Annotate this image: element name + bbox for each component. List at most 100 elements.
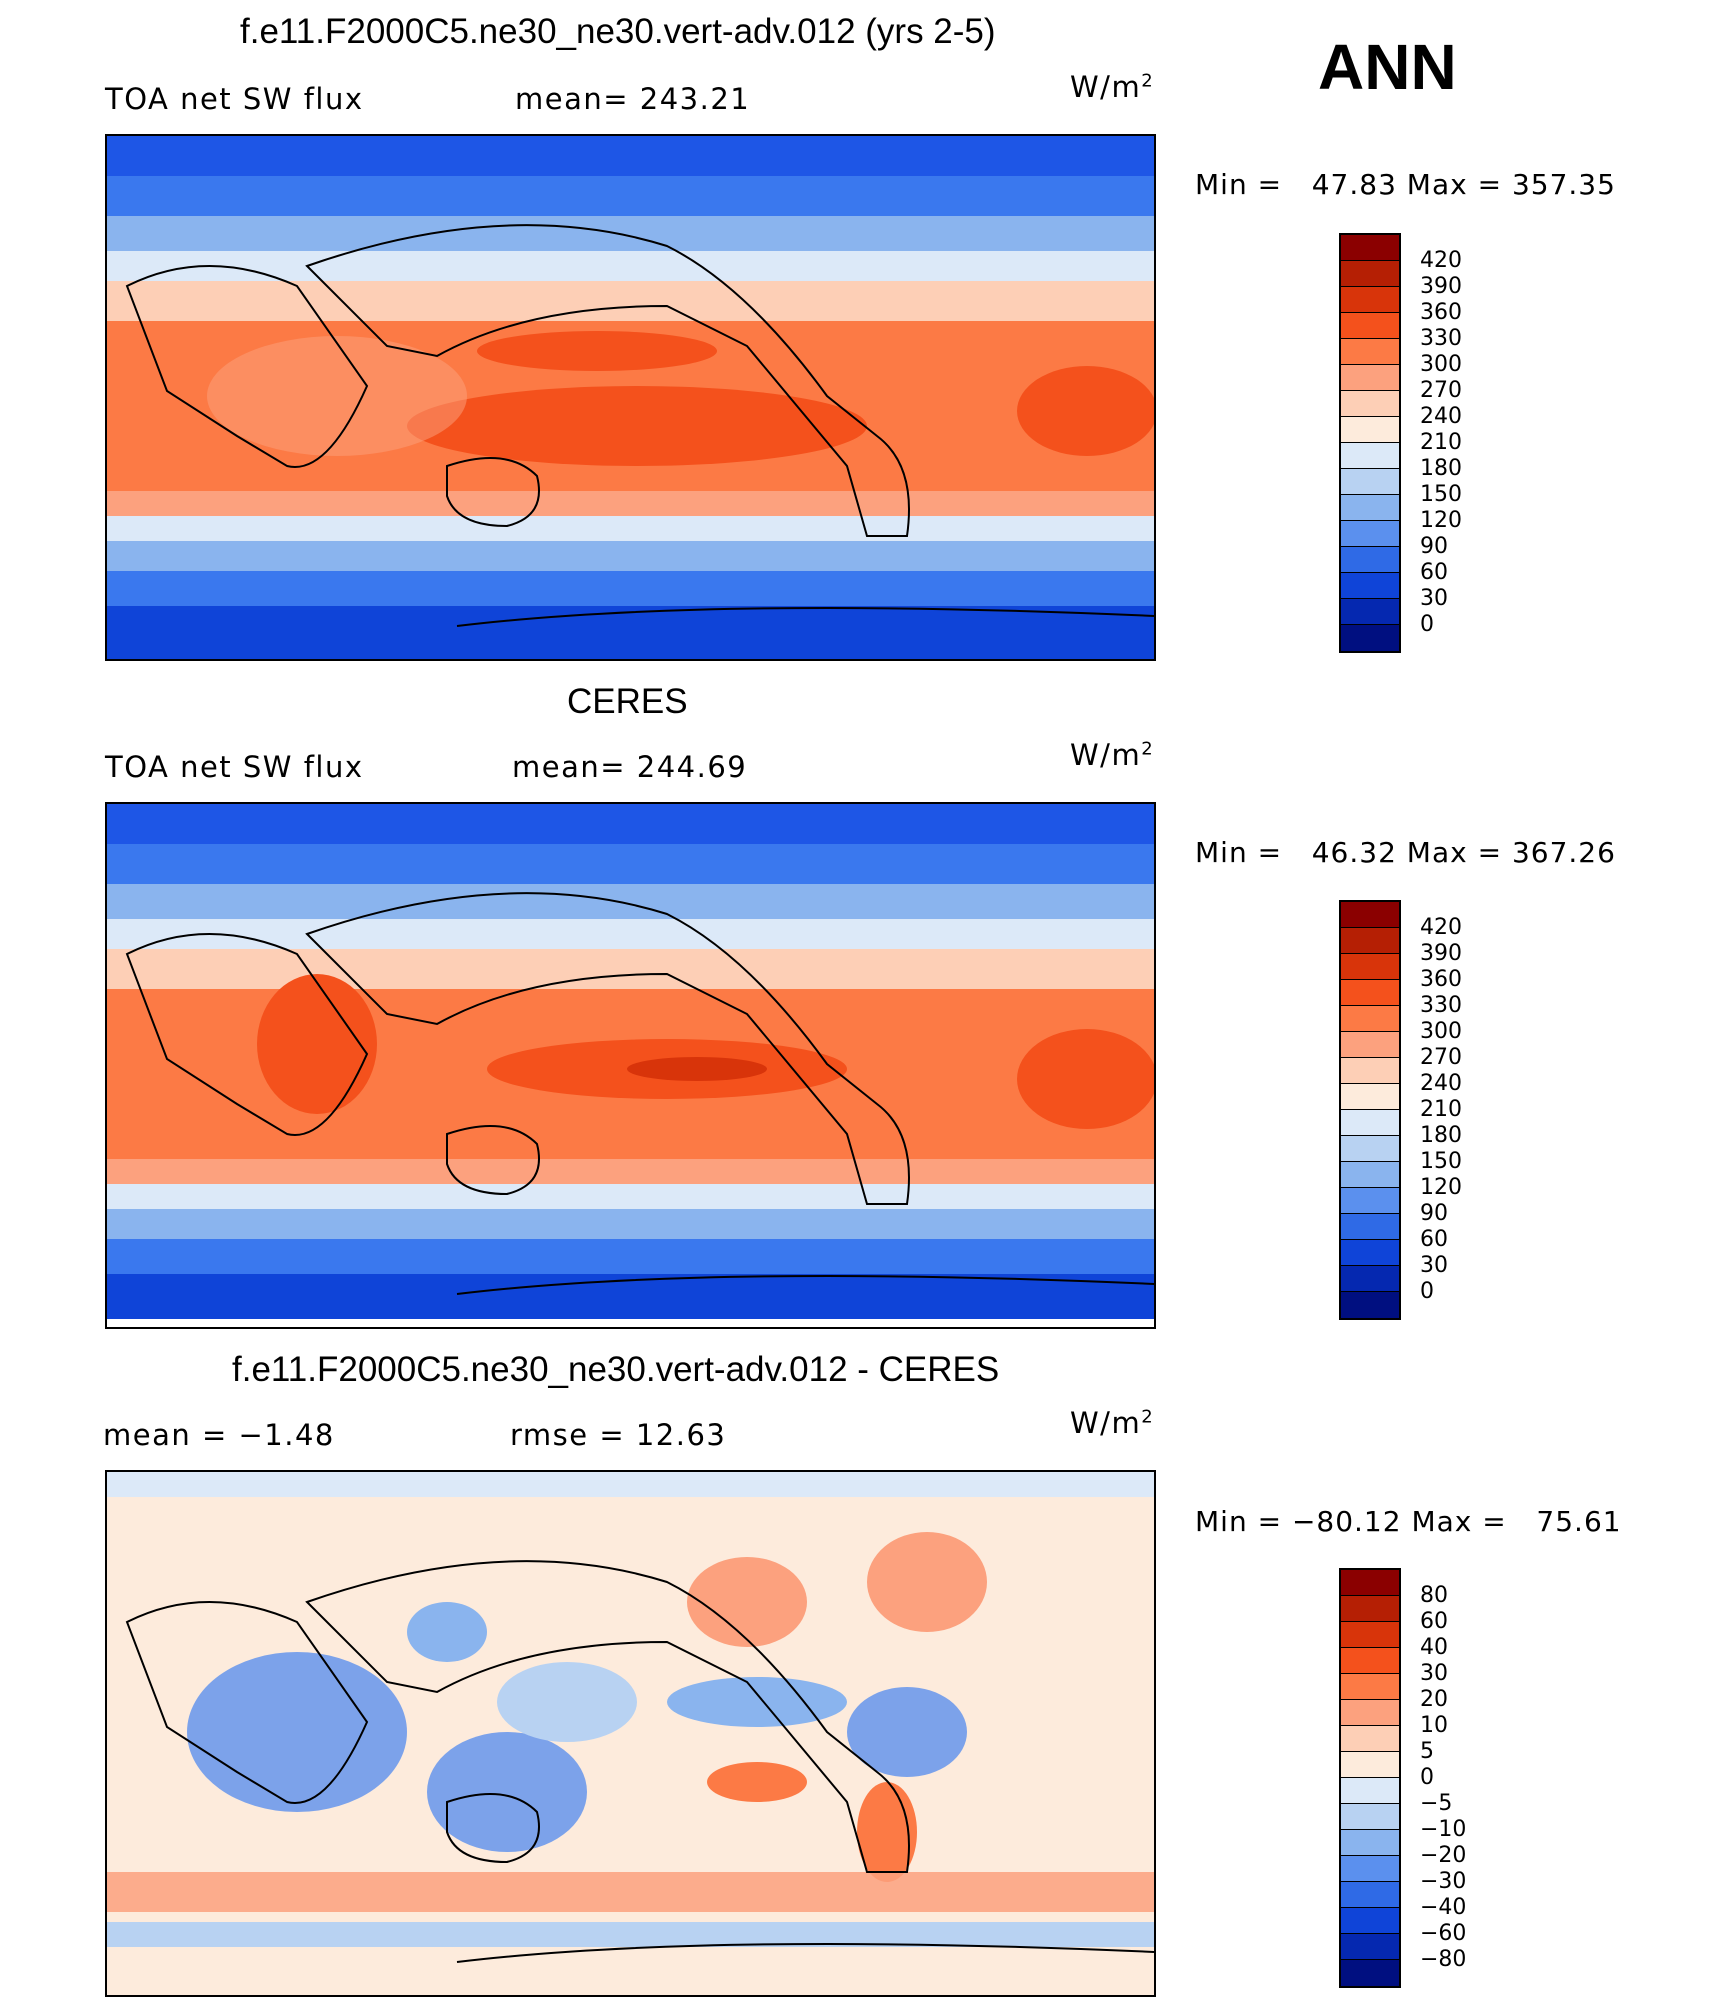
colorbar-swatch bbox=[1341, 443, 1399, 469]
colorbar-label: 60 bbox=[1420, 560, 1448, 585]
colorbar-swatch bbox=[1341, 1856, 1399, 1882]
colorbar-swatch bbox=[1341, 521, 1399, 547]
colorbar-swatch bbox=[1341, 1804, 1399, 1830]
colorbar-swatch bbox=[1341, 1960, 1399, 1986]
colorbar-swatch bbox=[1341, 1214, 1399, 1240]
colorbar-label: 90 bbox=[1420, 534, 1448, 559]
colorbar-swatch bbox=[1341, 980, 1399, 1006]
colorbar-swatch bbox=[1341, 261, 1399, 287]
panel-3-title: f.e11.F2000C5.ne30_ne30.vert-adv.012 - C… bbox=[232, 1350, 1000, 1389]
colorbar-swatch bbox=[1341, 1674, 1399, 1700]
colorbar-label: 210 bbox=[1420, 1097, 1462, 1122]
colorbar-swatch bbox=[1341, 391, 1399, 417]
colorbar-label: 10 bbox=[1420, 1713, 1448, 1738]
colorbar-label: 210 bbox=[1420, 430, 1462, 455]
colorbar-swatch bbox=[1341, 599, 1399, 625]
colorbar-label: −10 bbox=[1420, 1817, 1467, 1842]
colorbar-label: 270 bbox=[1420, 1045, 1462, 1070]
panel-3-colorbar-labels: 80 60 40 30 20 10 5 0 −5 −10 −20 −30 −40… bbox=[1420, 1583, 1466, 1973]
colorbar-swatch bbox=[1341, 1162, 1399, 1188]
panel-2-colorbar-labels: 420 390 360 330 300 270 240 210 180 150 … bbox=[1420, 915, 1462, 1305]
panel-3-colorbar bbox=[1339, 1568, 1401, 1988]
colorbar-label: 360 bbox=[1420, 967, 1462, 992]
colorbar-swatch bbox=[1341, 417, 1399, 443]
colorbar-label: 330 bbox=[1420, 326, 1462, 351]
colorbar-swatch bbox=[1341, 954, 1399, 980]
colorbar-swatch bbox=[1341, 287, 1399, 313]
colorbar-swatch bbox=[1341, 1700, 1399, 1726]
panel-3-units: W/m2 bbox=[1070, 1406, 1155, 1440]
colorbar-swatch bbox=[1341, 573, 1399, 599]
colorbar-label: 60 bbox=[1420, 1609, 1448, 1634]
colorbar-swatch bbox=[1341, 1570, 1399, 1596]
colorbar-swatch bbox=[1341, 235, 1399, 261]
colorbar-label: 0 bbox=[1420, 1765, 1434, 1790]
colorbar-label: −5 bbox=[1420, 1791, 1453, 1816]
colorbar-swatch bbox=[1341, 1882, 1399, 1908]
colorbar-swatch bbox=[1341, 1110, 1399, 1136]
colorbar-swatch bbox=[1341, 1032, 1399, 1058]
panel-3-map bbox=[105, 1470, 1156, 1997]
colorbar-swatch bbox=[1341, 547, 1399, 573]
colorbar-label: 360 bbox=[1420, 300, 1462, 325]
colorbar-label: 120 bbox=[1420, 1175, 1462, 1200]
colorbar-swatch bbox=[1341, 1934, 1399, 1960]
panel-1-left-label: TOA net SW flux bbox=[105, 82, 364, 116]
colorbar-label: 60 bbox=[1420, 1227, 1448, 1252]
colorbar-label: 420 bbox=[1420, 248, 1462, 273]
colorbar-label: 240 bbox=[1420, 404, 1462, 429]
panel-3-center-label: rmse = 12.63 bbox=[510, 1418, 727, 1452]
colorbar-label: −20 bbox=[1420, 1843, 1467, 1868]
colorbar-swatch bbox=[1341, 1136, 1399, 1162]
colorbar-swatch bbox=[1341, 1006, 1399, 1032]
colorbar-swatch bbox=[1341, 469, 1399, 495]
colorbar-swatch bbox=[1341, 1908, 1399, 1934]
colorbar-label: 30 bbox=[1420, 586, 1448, 611]
colorbar-swatch bbox=[1341, 1752, 1399, 1778]
panel-2-center-label: mean= 244.69 bbox=[512, 750, 748, 784]
colorbar-swatch bbox=[1341, 1830, 1399, 1856]
colorbar-swatch bbox=[1341, 495, 1399, 521]
panel-3-minmax: Min = −80.12 Max = 75.61 bbox=[1195, 1505, 1622, 1538]
colorbar-swatch bbox=[1341, 1058, 1399, 1084]
colorbar-swatch bbox=[1341, 339, 1399, 365]
panel-1-minmax: Min = 47.83 Max = 357.35 bbox=[1195, 168, 1616, 201]
colorbar-label: 30 bbox=[1420, 1661, 1448, 1686]
colorbar-swatch bbox=[1341, 1240, 1399, 1266]
panel-2-minmax: Min = 46.32 Max = 367.26 bbox=[1195, 836, 1616, 869]
colorbar-swatch bbox=[1341, 1188, 1399, 1214]
panel-2-left-label: TOA net SW flux bbox=[105, 750, 364, 784]
colorbar-label: −30 bbox=[1420, 1869, 1467, 1894]
colorbar-label: 150 bbox=[1420, 482, 1462, 507]
colorbar-label: 80 bbox=[1420, 1583, 1448, 1608]
panel-2-units: W/m2 bbox=[1070, 738, 1155, 772]
panel-2-map bbox=[105, 802, 1156, 1329]
colorbar-swatch bbox=[1341, 1726, 1399, 1752]
colorbar-swatch bbox=[1341, 1648, 1399, 1674]
colorbar-label: 240 bbox=[1420, 1071, 1462, 1096]
season-label: ANN bbox=[1318, 31, 1457, 103]
panel-1-units: W/m2 bbox=[1070, 70, 1155, 104]
colorbar-label: 90 bbox=[1420, 1201, 1448, 1226]
panel-1-center-label: mean= 243.21 bbox=[515, 82, 751, 116]
colorbar-label: 180 bbox=[1420, 1123, 1462, 1148]
colorbar-label: 390 bbox=[1420, 941, 1462, 966]
colorbar-label: 300 bbox=[1420, 352, 1462, 377]
colorbar-label: 0 bbox=[1420, 1279, 1434, 1304]
colorbar-label: 20 bbox=[1420, 1687, 1448, 1712]
panel-1-map bbox=[105, 134, 1156, 661]
colorbar-label: 420 bbox=[1420, 915, 1462, 940]
colorbar-swatch bbox=[1341, 1622, 1399, 1648]
colorbar-label: 0 bbox=[1420, 612, 1434, 637]
colorbar-label: 40 bbox=[1420, 1635, 1448, 1660]
colorbar-label: 5 bbox=[1420, 1739, 1434, 1764]
colorbar-swatch bbox=[1341, 1084, 1399, 1110]
colorbar-label: 270 bbox=[1420, 378, 1462, 403]
colorbar-swatch bbox=[1341, 1778, 1399, 1804]
panel-1-title: f.e11.F2000C5.ne30_ne30.vert-adv.012 (yr… bbox=[240, 12, 996, 51]
panel-2-colorbar bbox=[1339, 900, 1401, 1320]
colorbar-label: 330 bbox=[1420, 993, 1462, 1018]
colorbar-label: −60 bbox=[1420, 1921, 1467, 1946]
colorbar-swatch bbox=[1341, 902, 1399, 928]
colorbar-swatch bbox=[1341, 365, 1399, 391]
